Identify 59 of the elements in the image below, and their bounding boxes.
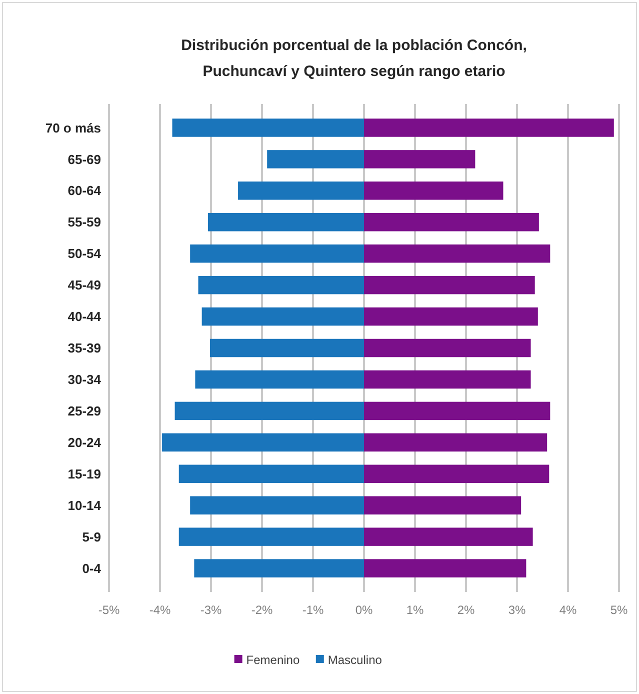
bar: [208, 213, 364, 232]
bar: [210, 338, 364, 358]
bar: [364, 559, 526, 578]
bar: [238, 182, 364, 200]
x-tick-label: -4%: [149, 603, 171, 617]
bar: [364, 433, 548, 452]
y-tick-label: 70 o más: [45, 120, 101, 136]
y-tick-label: 25-29: [68, 403, 101, 418]
y-tick-label: 5-9: [82, 529, 101, 544]
bar: [198, 276, 364, 294]
bar: [364, 370, 531, 389]
y-tick-label: 10-14: [68, 498, 102, 513]
legend-label: Femenino: [246, 653, 300, 667]
x-tick-label: 5%: [610, 603, 628, 617]
bar: [190, 496, 364, 514]
bar: [364, 182, 504, 200]
bar: [162, 433, 364, 452]
x-tick-label: 1%: [406, 603, 424, 617]
bar: [178, 528, 364, 546]
bar: [364, 276, 535, 294]
y-tick-label: 60-64: [68, 183, 102, 198]
bar: [364, 150, 476, 168]
x-tick-label: 2%: [457, 603, 475, 617]
legend-label: Masculino: [328, 653, 382, 667]
bar: [364, 118, 614, 137]
y-tick-label: 30-34: [68, 372, 102, 388]
bar: [364, 307, 538, 326]
bar: [364, 338, 531, 358]
y-tick-label: 45-49: [68, 278, 101, 293]
chart-title: Distribución porcentual de la población Concón, Puchuncaví y Quintero según rango etario: [181, 37, 527, 80]
x-tick-label: -2%: [251, 603, 273, 617]
x-tick-label: 3%: [508, 603, 526, 617]
bar: [174, 402, 364, 420]
bar: [267, 150, 364, 168]
y-tick-label: 35-39: [68, 340, 101, 356]
bar: [178, 464, 364, 483]
bar: [172, 118, 364, 137]
bar: [364, 496, 522, 514]
bar: [195, 370, 364, 389]
y-tick-label: 20-24: [68, 434, 102, 450]
bar: [190, 244, 364, 263]
bar: [364, 528, 533, 546]
x-tick-label: -3%: [200, 603, 222, 617]
bar: [364, 244, 550, 263]
bar: [364, 402, 550, 420]
x-tick-label: -1%: [302, 603, 324, 617]
x-tick-label: -5%: [98, 603, 120, 617]
x-tick-label: 4%: [559, 603, 577, 617]
bar: [194, 559, 364, 578]
y-tick-label: 65-69: [68, 152, 101, 167]
y-tick-label: 40-44: [68, 309, 102, 324]
y-tick-label: 0-4: [82, 560, 102, 576]
y-tick-label: 55-59: [68, 214, 101, 230]
bar: [202, 307, 364, 326]
y-tick-label: 15-19: [68, 466, 101, 482]
bar: [364, 464, 550, 483]
y-tick-label: 50-54: [68, 246, 102, 262]
x-tick-label: 0%: [355, 603, 373, 617]
bar: [364, 213, 539, 232]
